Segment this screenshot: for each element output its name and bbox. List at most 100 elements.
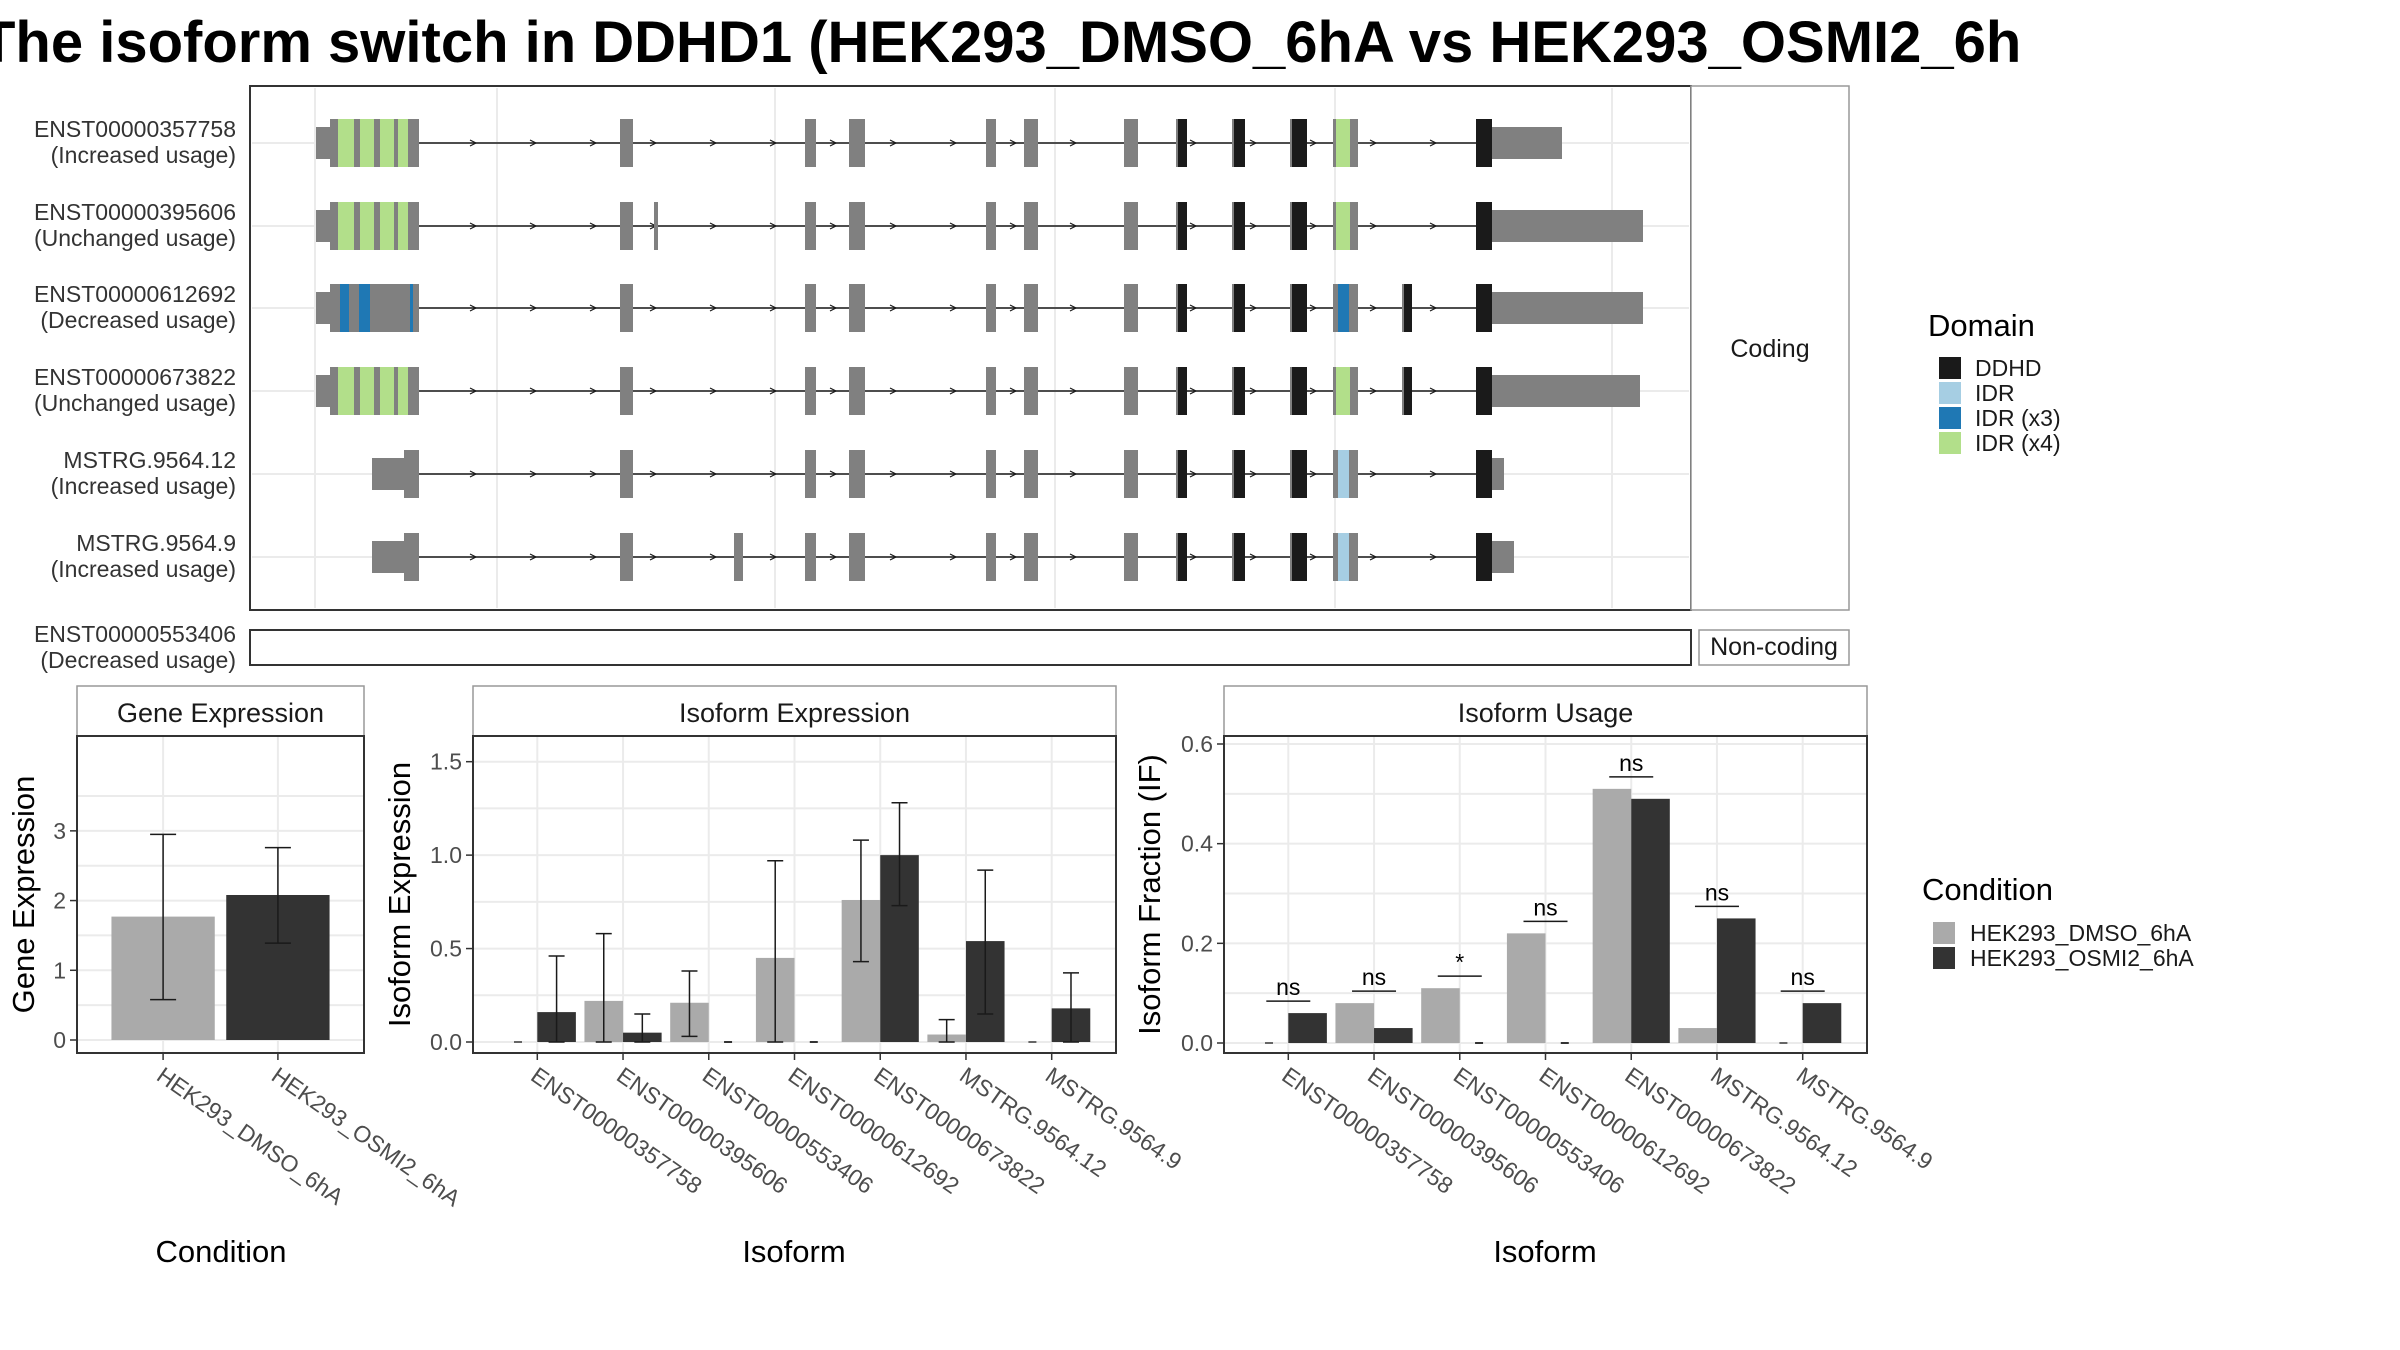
exon: [849, 119, 865, 167]
domain-idr: [1338, 450, 1349, 498]
intron-arrow: [889, 553, 898, 561]
transcript-id-label: MSTRG.9564.12: [63, 447, 236, 473]
intron-arrow: [1249, 139, 1258, 147]
y-axis-title: Isoform Fraction (IF): [1132, 754, 1167, 1035]
facet-title: Gene Expression: [117, 698, 324, 728]
exon: [734, 533, 743, 581]
intron-arrow: [769, 222, 778, 230]
domain-ddhd: [1404, 284, 1412, 332]
domain-ddhd: [1476, 367, 1486, 415]
transcript-usage-label: (Decreased usage): [40, 307, 236, 333]
exon: [372, 541, 404, 573]
transcript-row: ENST00000612692(Decreased usage): [34, 281, 1643, 333]
intron-arrow: [829, 470, 838, 478]
intron-arrow: [649, 553, 658, 561]
domain-ddhd: [1178, 450, 1187, 498]
intron-arrow: [1309, 222, 1318, 230]
exon: [986, 450, 996, 498]
intron-arrow: [889, 387, 898, 395]
x-tick-label: HEK293_OSMI2_6hA: [267, 1062, 466, 1212]
exon: [805, 119, 816, 167]
significance-label: *: [1455, 949, 1464, 975]
exon: [986, 284, 996, 332]
transcript-usage-label: (Unchanged usage): [34, 390, 236, 416]
exon: [849, 367, 865, 415]
intron-arrow: [829, 304, 838, 312]
intron-arrow: [1009, 139, 1018, 147]
exon: [849, 450, 865, 498]
y-tick-label: 0.4: [1181, 831, 1213, 857]
x-axis-title: Isoform: [1493, 1234, 1596, 1269]
domain-idr-x4: [338, 367, 354, 415]
exon: [986, 119, 996, 167]
intron-arrow: [529, 553, 538, 561]
intron-arrow: [1429, 139, 1438, 147]
y-tick-label: 1: [53, 957, 66, 983]
intron-arrow: [1309, 304, 1318, 312]
y-tick-label: 0.2: [1181, 930, 1213, 956]
domain-idr: [1338, 533, 1349, 581]
facet-strip: [472, 685, 1117, 737]
exon: [620, 284, 633, 332]
intron-arrow: [1429, 222, 1438, 230]
exon: [316, 127, 330, 159]
intron-arrow: [949, 222, 958, 230]
exon: [316, 375, 330, 407]
intron-arrow: [1009, 553, 1018, 561]
domain-idr-x4: [1336, 119, 1350, 167]
exon: [1124, 119, 1138, 167]
domain-idr-x4: [360, 119, 374, 167]
exon-3prime: [1492, 541, 1514, 573]
exon: [404, 450, 419, 498]
intron-arrow: [1369, 222, 1378, 230]
intron-arrow: [589, 553, 598, 561]
exon: [1024, 533, 1038, 581]
significance-label: ns: [1705, 879, 1729, 905]
intron-arrow: [1189, 553, 1198, 561]
intron-arrow: [469, 304, 478, 312]
intron-arrow: [1069, 139, 1078, 147]
exon: [849, 533, 865, 581]
transcript-id-label: ENST00000553406: [34, 621, 236, 647]
figure-title: The isoform switch in DDHD1 (HEK293_DMSO…: [0, 10, 2021, 75]
y-axis-title: Isoform Expression: [382, 762, 417, 1027]
domain-idr-x4: [380, 119, 394, 167]
facet-title: Isoform Expression: [679, 698, 910, 728]
domain-idr-x4: [338, 119, 354, 167]
intron-arrow: [949, 553, 958, 561]
x-tick-label: HEK293_DMSO_6hA: [152, 1062, 349, 1211]
intron-arrow: [1189, 139, 1198, 147]
intron-arrow: [709, 139, 718, 147]
intron-arrow: [1369, 304, 1378, 312]
bar: [1374, 1028, 1413, 1043]
transcript-row: MSTRG.9564.12(Increased usage): [51, 447, 1504, 499]
intron-arrow: [1069, 470, 1078, 478]
exon: [805, 284, 816, 332]
exon: [620, 367, 633, 415]
non-coding-panel-frame: [249, 629, 1692, 666]
domain-ddhd: [1234, 284, 1245, 332]
domain-idr-x4: [360, 202, 374, 250]
non-coding-strip: [1698, 629, 1850, 666]
bar: [1631, 798, 1670, 1043]
intron-arrow: [469, 553, 478, 561]
domain-idr-x4: [1336, 367, 1350, 415]
intron-arrow: [469, 222, 478, 230]
legend-key-idr-x3-: [1939, 407, 1961, 429]
intron-arrow: [1069, 304, 1078, 312]
domain-ddhd: [1178, 533, 1187, 581]
significance-label: ns: [1533, 894, 1557, 920]
domain-idr-x3: [359, 284, 370, 332]
intron-arrow: [1009, 387, 1018, 395]
intron-arrow: [1189, 304, 1198, 312]
significance-label: ns: [1362, 964, 1386, 990]
exon: [986, 533, 996, 581]
exon: [1124, 450, 1138, 498]
transcript-row: MSTRG.9564.9(Increased usage): [51, 530, 1514, 582]
intron-arrow: [829, 387, 838, 395]
intron-arrow: [709, 387, 718, 395]
legend-label: IDR: [1975, 380, 2015, 406]
domain-ddhd: [1234, 119, 1245, 167]
domain-ddhd: [1476, 450, 1486, 498]
